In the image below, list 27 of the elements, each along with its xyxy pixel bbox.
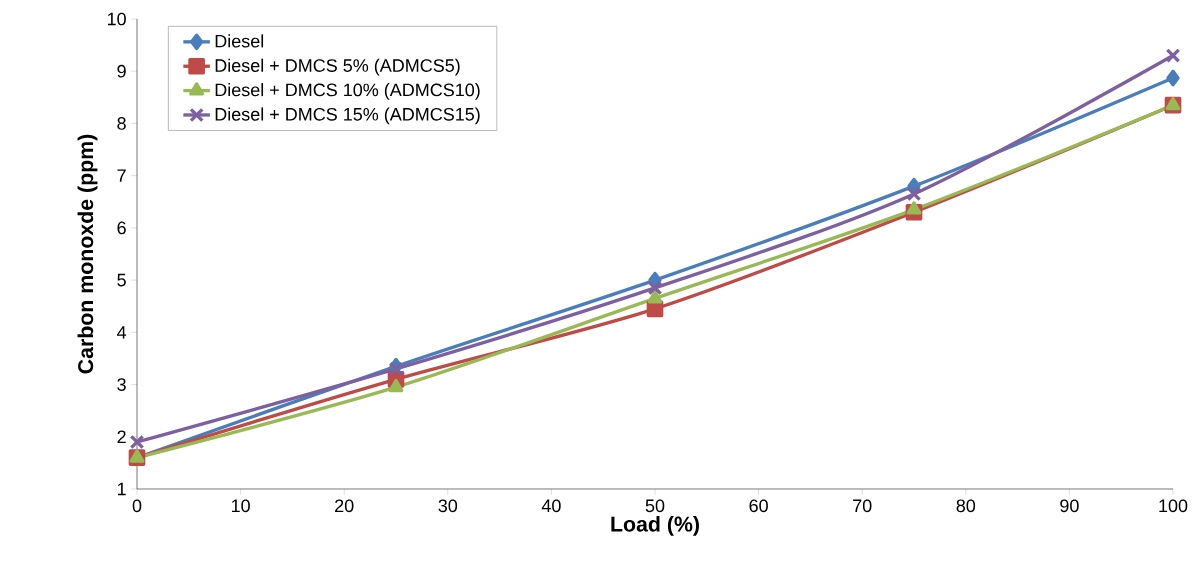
y-tick-label: 9 (117, 64, 126, 78)
y-tick-label: 8 (117, 117, 126, 130)
legend-label: Diesel + DMCS 15% (ADMCS15) (215, 107, 480, 125)
x-tick-label: 100 (1159, 499, 1188, 513)
y-tick-label: 3 (117, 378, 126, 391)
legend-label: Diesel + DMCS 5% (ADMCS5) (215, 58, 460, 76)
y-tick-label: 7 (117, 169, 126, 182)
x-tick-label: 80 (956, 499, 976, 513)
x-tick-label: 10 (231, 499, 250, 513)
x-tick-label: 0 (132, 499, 142, 513)
x-tick-label: 30 (438, 499, 458, 513)
x-tick-label: 60 (749, 499, 768, 513)
legend-label: Diesel + DMCS 10% (ADMCS10) (215, 83, 480, 100)
y-tick-label: 1 (117, 482, 126, 496)
x-tick-label: 70 (853, 499, 872, 513)
y-tick-label: 4 (117, 326, 127, 339)
legend-label: Diesel (215, 34, 264, 48)
y-tick-label: 10 (107, 12, 126, 26)
x-tick-label: 90 (1060, 499, 1079, 513)
y-axis-title: Carbon monoxde (ppm) (77, 134, 98, 374)
y-tick-label: 6 (117, 221, 126, 235)
y-tick-label: 5 (117, 273, 126, 287)
x-tick-label: 50 (645, 499, 665, 513)
y-tick-label: 2 (117, 430, 126, 444)
x-tick-label: 20 (335, 499, 354, 513)
x-axis-title: Load (%) (611, 515, 699, 536)
x-tick-label: 40 (541, 499, 561, 513)
